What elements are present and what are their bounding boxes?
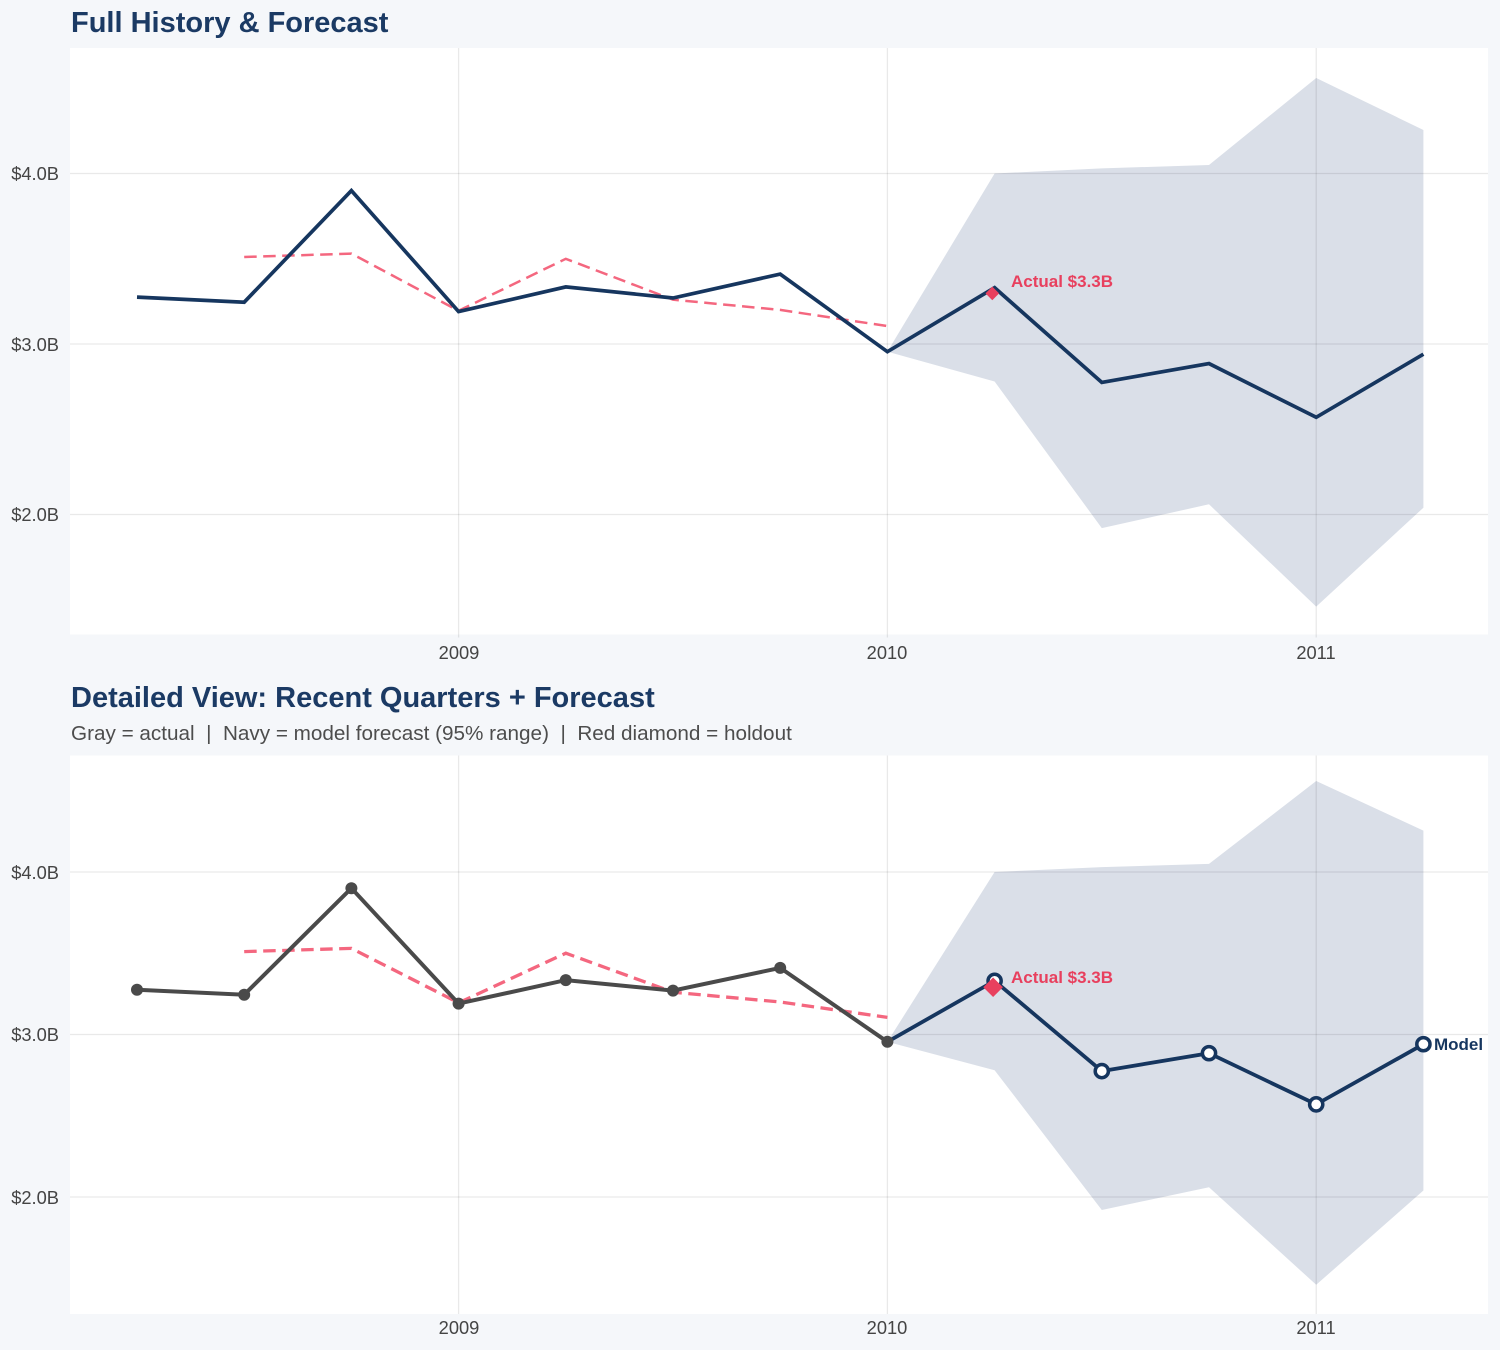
- svg-text:$2.0B: $2.0B: [11, 1187, 59, 1208]
- svg-text:$3.0B: $3.0B: [11, 334, 59, 355]
- svg-text:$3.0B: $3.0B: [11, 1024, 59, 1045]
- svg-text:$4.0B: $4.0B: [11, 862, 59, 883]
- svg-text:Actual $3.3B: Actual $3.3B: [1011, 968, 1113, 987]
- svg-text:$4.0B: $4.0B: [11, 163, 59, 184]
- svg-text:2010: 2010: [867, 1317, 908, 1338]
- svg-text:Actual $3.3B: Actual $3.3B: [1011, 272, 1113, 291]
- svg-text:2010: 2010: [867, 642, 908, 663]
- svg-text:$2.0B: $2.0B: [11, 504, 59, 525]
- svg-text:2011: 2011: [1296, 642, 1335, 663]
- svg-text:2009: 2009: [439, 642, 480, 663]
- svg-text:Full History & Forecast: Full History & Forecast: [71, 7, 389, 39]
- svg-text:Gray = actual | Navy = model: Gray = actual | Navy = model forecast (9…: [71, 722, 792, 745]
- svg-text:2011: 2011: [1296, 1317, 1335, 1338]
- svg-text:Model: Model: [1434, 1035, 1483, 1054]
- svg-text:Detailed View: Recent Quarters: Detailed View: Recent Quarters + Forecas…: [71, 682, 655, 714]
- svg-text:2009: 2009: [439, 1317, 480, 1338]
